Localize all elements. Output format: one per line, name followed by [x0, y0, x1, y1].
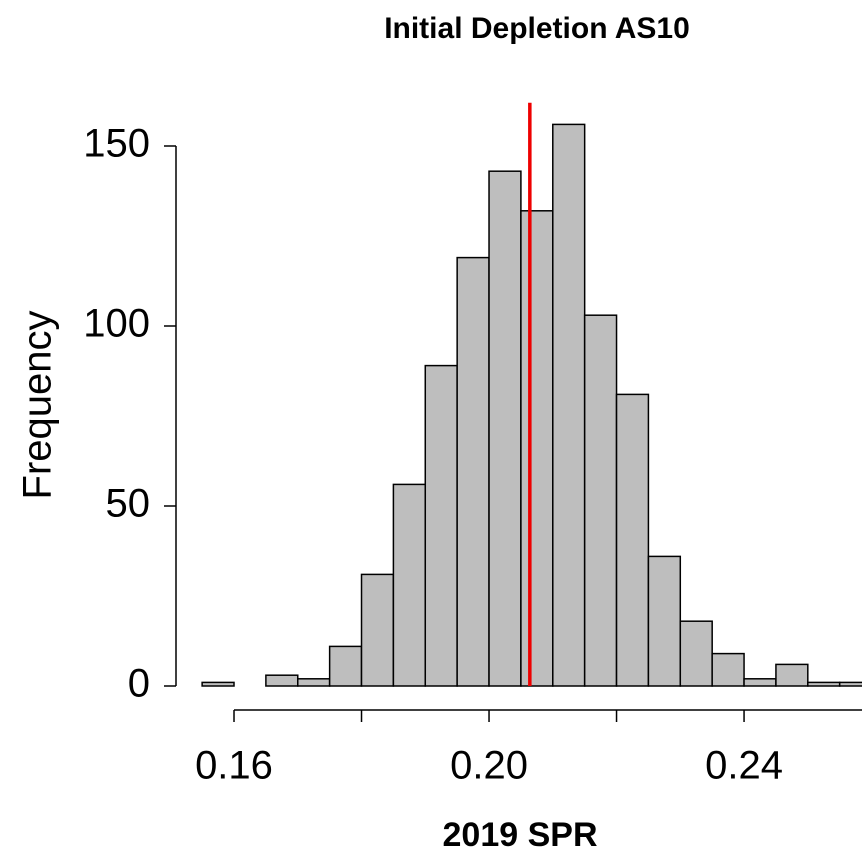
bar	[297, 678, 331, 687]
bar	[488, 170, 522, 687]
x-axis-label: 2019 SPR	[443, 816, 598, 854]
y-tick-label: 100	[83, 302, 150, 346]
bar	[265, 674, 299, 687]
bar	[743, 678, 777, 687]
bar	[711, 652, 745, 687]
bar	[520, 210, 554, 687]
bar	[838, 681, 862, 687]
chart-title: Initial Depletion AS10	[384, 12, 690, 45]
bar	[392, 483, 427, 687]
y-tick-label: 50	[106, 482, 151, 526]
y-tick-label: 0	[128, 662, 150, 706]
bar	[775, 663, 809, 687]
bar	[328, 645, 363, 687]
bar	[647, 555, 682, 687]
y-axis-label: Frequency	[16, 311, 60, 500]
bar	[583, 314, 618, 687]
bar	[201, 681, 235, 687]
bar	[807, 681, 841, 687]
bar	[552, 123, 586, 687]
x-tick-label: 0.16	[195, 744, 273, 788]
bar	[456, 256, 490, 687]
bar	[615, 393, 650, 687]
x-tick-label: 0.20	[450, 744, 528, 788]
x-tick-label: 0.24	[705, 744, 783, 788]
bar	[360, 573, 395, 687]
y-tick-label: 150	[83, 122, 150, 166]
bar	[424, 364, 458, 687]
bar	[679, 620, 713, 687]
